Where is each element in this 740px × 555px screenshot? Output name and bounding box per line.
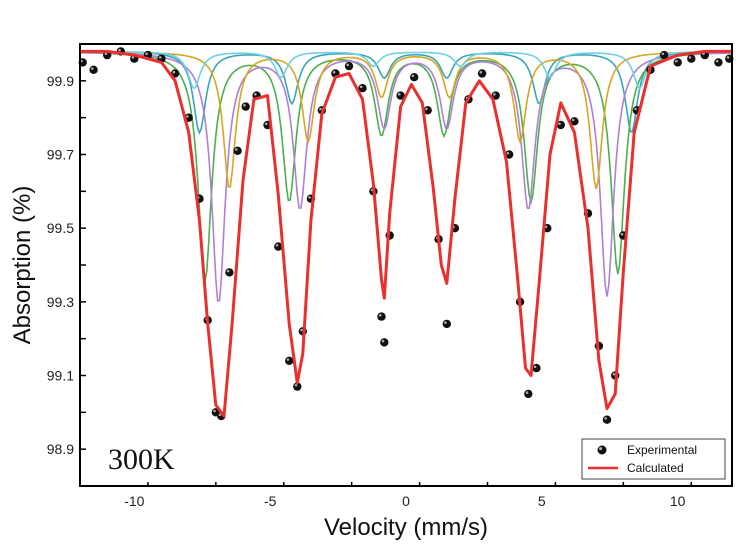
experimental-point-highlight [726, 56, 730, 59]
y-tick-label: 99.3 [47, 294, 74, 310]
experimental-point-highlight [493, 93, 496, 96]
experimental-point-highlight [254, 93, 257, 96]
experimental-point-highlight [571, 118, 575, 122]
experimental-point [241, 102, 250, 111]
experimental-point-highlight [525, 391, 529, 394]
experimental-point-highlight [444, 321, 447, 324]
legend: Experimental Calculated [581, 438, 726, 480]
subspectrum-3-line [79, 51, 732, 302]
experimental-point-highlight [378, 314, 382, 317]
experimental-point-highlight [506, 151, 510, 155]
experimental-point-highlight [612, 372, 616, 376]
experimental-point [344, 61, 354, 71]
experimental-point [380, 338, 389, 347]
experimental-point-highlight [235, 148, 238, 151]
experimental-point-highlight [131, 56, 135, 59]
experimental-point-highlight [319, 107, 322, 111]
experimental-point-highlight [715, 59, 719, 63]
experimental-points [78, 47, 734, 424]
x-tick-label: -5 [264, 493, 277, 509]
experimental-point [442, 319, 451, 329]
experimental-point-highlight [300, 328, 303, 332]
experimental-point [687, 54, 696, 63]
experimental-point [714, 58, 723, 67]
y-tick-label: 99.9 [47, 73, 74, 89]
experimental-point [225, 268, 234, 277]
experimental-point-highlight [286, 358, 290, 361]
legend-marker-experimental [597, 445, 607, 455]
experimental-point-highlight [118, 48, 121, 52]
experimental-point [377, 312, 386, 321]
experimental-point-highlight [675, 59, 678, 63]
y-tick-label: 99.1 [47, 368, 74, 384]
experimental-point-highlight [688, 56, 692, 59]
experimental-point-highlight [604, 417, 607, 420]
experimental-point-highlight [104, 52, 108, 56]
calculated-curve-layer [80, 49, 732, 418]
experimental-point [285, 356, 294, 365]
legend-box [581, 438, 726, 480]
experimental-point-highlight [381, 339, 385, 343]
legend-label-experimental: Experimental [627, 443, 697, 457]
subspectrum-4-line [80, 51, 732, 189]
experimental-point-highlight [158, 56, 162, 59]
temperature-annotation: 300K [108, 443, 175, 476]
x-axis: -10 -5 0 5 10 [79, 482, 692, 509]
experimental-point-highlight [558, 122, 561, 125]
experimental-point-highlight [425, 107, 428, 111]
experimental-point-highlight [226, 269, 230, 273]
x-axis-title: Velocity (mm/s) [324, 514, 488, 541]
x-tick-label: 10 [670, 493, 686, 509]
experimental-point [89, 65, 98, 75]
experimental-point-highlight [398, 93, 401, 96]
legend-label-calculated: Calculated [627, 461, 684, 475]
experimental-point [532, 363, 541, 373]
subspectra-layer [79, 50, 733, 302]
x-tick-label: -10 [124, 493, 144, 509]
experimental-point-highlight [275, 244, 279, 247]
experimental-point-highlight [294, 384, 298, 387]
experimental-point-highlight [332, 70, 336, 74]
experimental-point [602, 415, 612, 424]
y-tick-label: 98.9 [47, 441, 74, 457]
x-tick-label: 5 [538, 493, 546, 509]
experimental-point-highlight [91, 67, 94, 70]
experimental-point [524, 389, 533, 399]
experimental-point-highlight [213, 409, 216, 413]
y-axis-title: Absorption (%) [9, 186, 36, 345]
subspectrum-5-line [80, 50, 732, 90]
experimental-point-highlight [479, 70, 483, 74]
experimental-point-highlight [145, 52, 148, 56]
experimental-point-highlight [186, 115, 189, 118]
experimental-point-highlight [218, 413, 222, 417]
experimental-point-highlight [243, 104, 246, 107]
experimental-point-highlight [661, 52, 665, 56]
experimental-point-highlight [533, 365, 537, 369]
experimental-point [477, 69, 487, 78]
y-axis: 98.9 99.1 99.3 99.5 99.7 99.9 [47, 43, 86, 487]
y-tick-label: 99.7 [47, 147, 74, 163]
experimental-point [673, 58, 682, 67]
experimental-point-highlight [308, 196, 311, 199]
experimental-point-highlight [620, 232, 624, 236]
experimental-point [410, 73, 419, 82]
experimental-point-highlight [346, 63, 350, 67]
experimental-point-highlight [634, 107, 637, 111]
y-tick-label: 99.5 [47, 220, 74, 236]
experimental-point-highlight [359, 85, 363, 89]
experimental-point-highlight [172, 70, 176, 74]
calculated-curve [80, 49, 732, 418]
experimental-point [233, 146, 242, 155]
legend-marker-experimental-highlight [599, 447, 603, 451]
experimental-point-highlight [264, 122, 268, 125]
experimental-point-highlight [411, 74, 415, 78]
x-tick-label: 0 [402, 493, 410, 509]
